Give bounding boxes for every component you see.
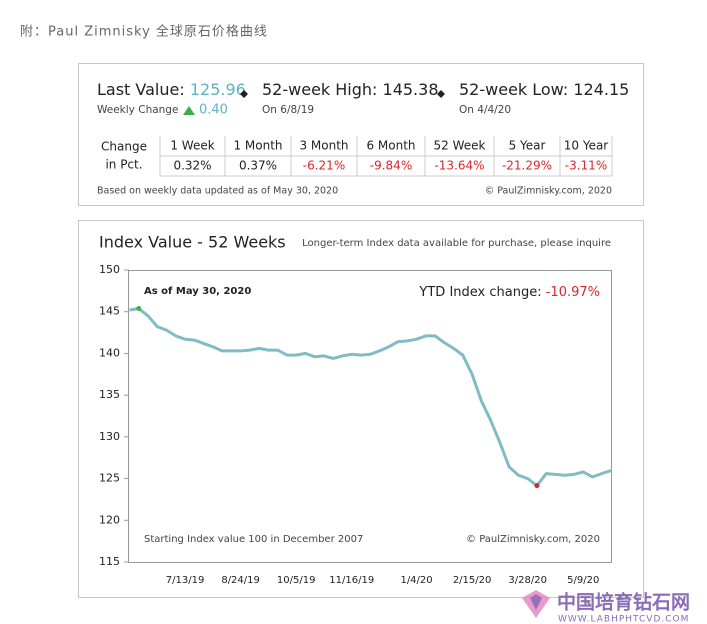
value: 124.15 bbox=[573, 80, 629, 99]
y-tick-label: 135 bbox=[99, 388, 120, 401]
x-tick-label: 7/13/19 bbox=[166, 575, 205, 586]
diamond bbox=[437, 90, 445, 98]
watermark-logo bbox=[522, 590, 550, 618]
label: 52-week Low: bbox=[459, 80, 568, 99]
label: 52-week High: bbox=[262, 80, 377, 99]
y-tick-label: 130 bbox=[99, 430, 120, 443]
x-tick-label: 2/15/20 bbox=[453, 575, 492, 586]
index-line bbox=[129, 307, 612, 488]
column-header: 52 Week bbox=[434, 139, 486, 153]
low: 52-week Low: 124.15 bbox=[459, 80, 629, 99]
note: Based on weekly data updated as of May 3… bbox=[97, 186, 338, 197]
x-tick-label: 8/24/19 bbox=[221, 575, 260, 586]
cell-value: -21.29% bbox=[502, 159, 552, 173]
value: -10.97% bbox=[546, 285, 600, 300]
up-arrow bbox=[183, 106, 195, 115]
note: © PaulZimnisky.com, 2020 bbox=[485, 186, 612, 197]
cell-value: 0.32% bbox=[173, 159, 211, 173]
table: 1 Week 0.32% 1 Month 0.37% 3 Month -6.21% 6 Mo… bbox=[159, 136, 613, 177]
y-tick-label: 140 bbox=[99, 346, 120, 359]
ytd: YTD Index change: -10.97% bbox=[418, 285, 600, 300]
chart-title: Index Value - 52 Weeks bbox=[99, 233, 286, 252]
copyright: © PaulZimnisky.com, 2020 bbox=[466, 534, 600, 545]
diamond bbox=[240, 90, 248, 98]
cell-value: -6.21% bbox=[303, 159, 345, 173]
watermark-url: WWW.LABHPHTCVD.COM bbox=[558, 615, 689, 624]
x-tick-label: 1/4/20 bbox=[400, 575, 432, 586]
last-value: Last Value: 125.96 bbox=[97, 80, 246, 99]
plot: 115 120 125 130 135 140 145 150 7/13/19 8/24/19 10… bbox=[99, 263, 612, 586]
high-date: On 6/8/19 bbox=[262, 104, 314, 116]
low-date: On 4/4/20 bbox=[459, 104, 511, 116]
column-header: 1 Week bbox=[170, 139, 214, 153]
high-point bbox=[136, 306, 142, 312]
value: 125.96 bbox=[190, 80, 246, 99]
value: 145.38 bbox=[383, 80, 439, 99]
x-tick-label: 3/28/20 bbox=[508, 575, 547, 586]
column-header: 1 Month bbox=[233, 139, 282, 153]
x-tick-label: 11/16/19 bbox=[329, 575, 374, 586]
y-tick-label: 125 bbox=[99, 472, 120, 485]
label: Last Value: bbox=[97, 80, 185, 99]
weekly-change-label: Weekly Change bbox=[97, 104, 178, 116]
y-tick-label: 145 bbox=[99, 305, 120, 318]
y-tick-label: 115 bbox=[99, 555, 120, 568]
y-tick-label: 120 bbox=[99, 513, 120, 526]
chart-subtitle: Longer-term Index data available for pur… bbox=[302, 238, 611, 249]
cell-value: -3.11% bbox=[565, 159, 607, 173]
column-header: 5 Year bbox=[509, 139, 546, 153]
x-tick-label: 5/9/20 bbox=[567, 575, 599, 586]
as-of: As of May 30, 2020 bbox=[144, 286, 251, 297]
caption: 附：Paul Zimnisky 全球原石价格曲线 bbox=[20, 24, 268, 40]
row-header: Change bbox=[101, 140, 147, 154]
high: 52-week High: 145.38 bbox=[262, 80, 439, 99]
start-note: Starting Index value 100 in December 200… bbox=[144, 534, 363, 545]
cell-value: -13.64% bbox=[434, 159, 484, 173]
column-header: 3 Month bbox=[299, 139, 348, 153]
summary-box bbox=[78, 63, 644, 206]
watermark-title: 中国培育钻石网 bbox=[557, 591, 690, 614]
y-tick-label: 150 bbox=[99, 263, 120, 276]
cell-value: -9.84% bbox=[370, 159, 412, 173]
plot-area bbox=[128, 270, 612, 563]
x-tick-label: 10/5/19 bbox=[277, 575, 316, 586]
column-header: 6 Month bbox=[366, 139, 415, 153]
weekly-change-value: 0.40 bbox=[199, 103, 228, 118]
chart-box bbox=[78, 220, 644, 598]
label: YTD Index change: bbox=[418, 285, 541, 300]
row-header: in Pct. bbox=[105, 158, 142, 172]
cell-value: 0.37% bbox=[239, 159, 277, 173]
column-header: 10 Year bbox=[564, 139, 609, 153]
low-point bbox=[534, 483, 540, 489]
